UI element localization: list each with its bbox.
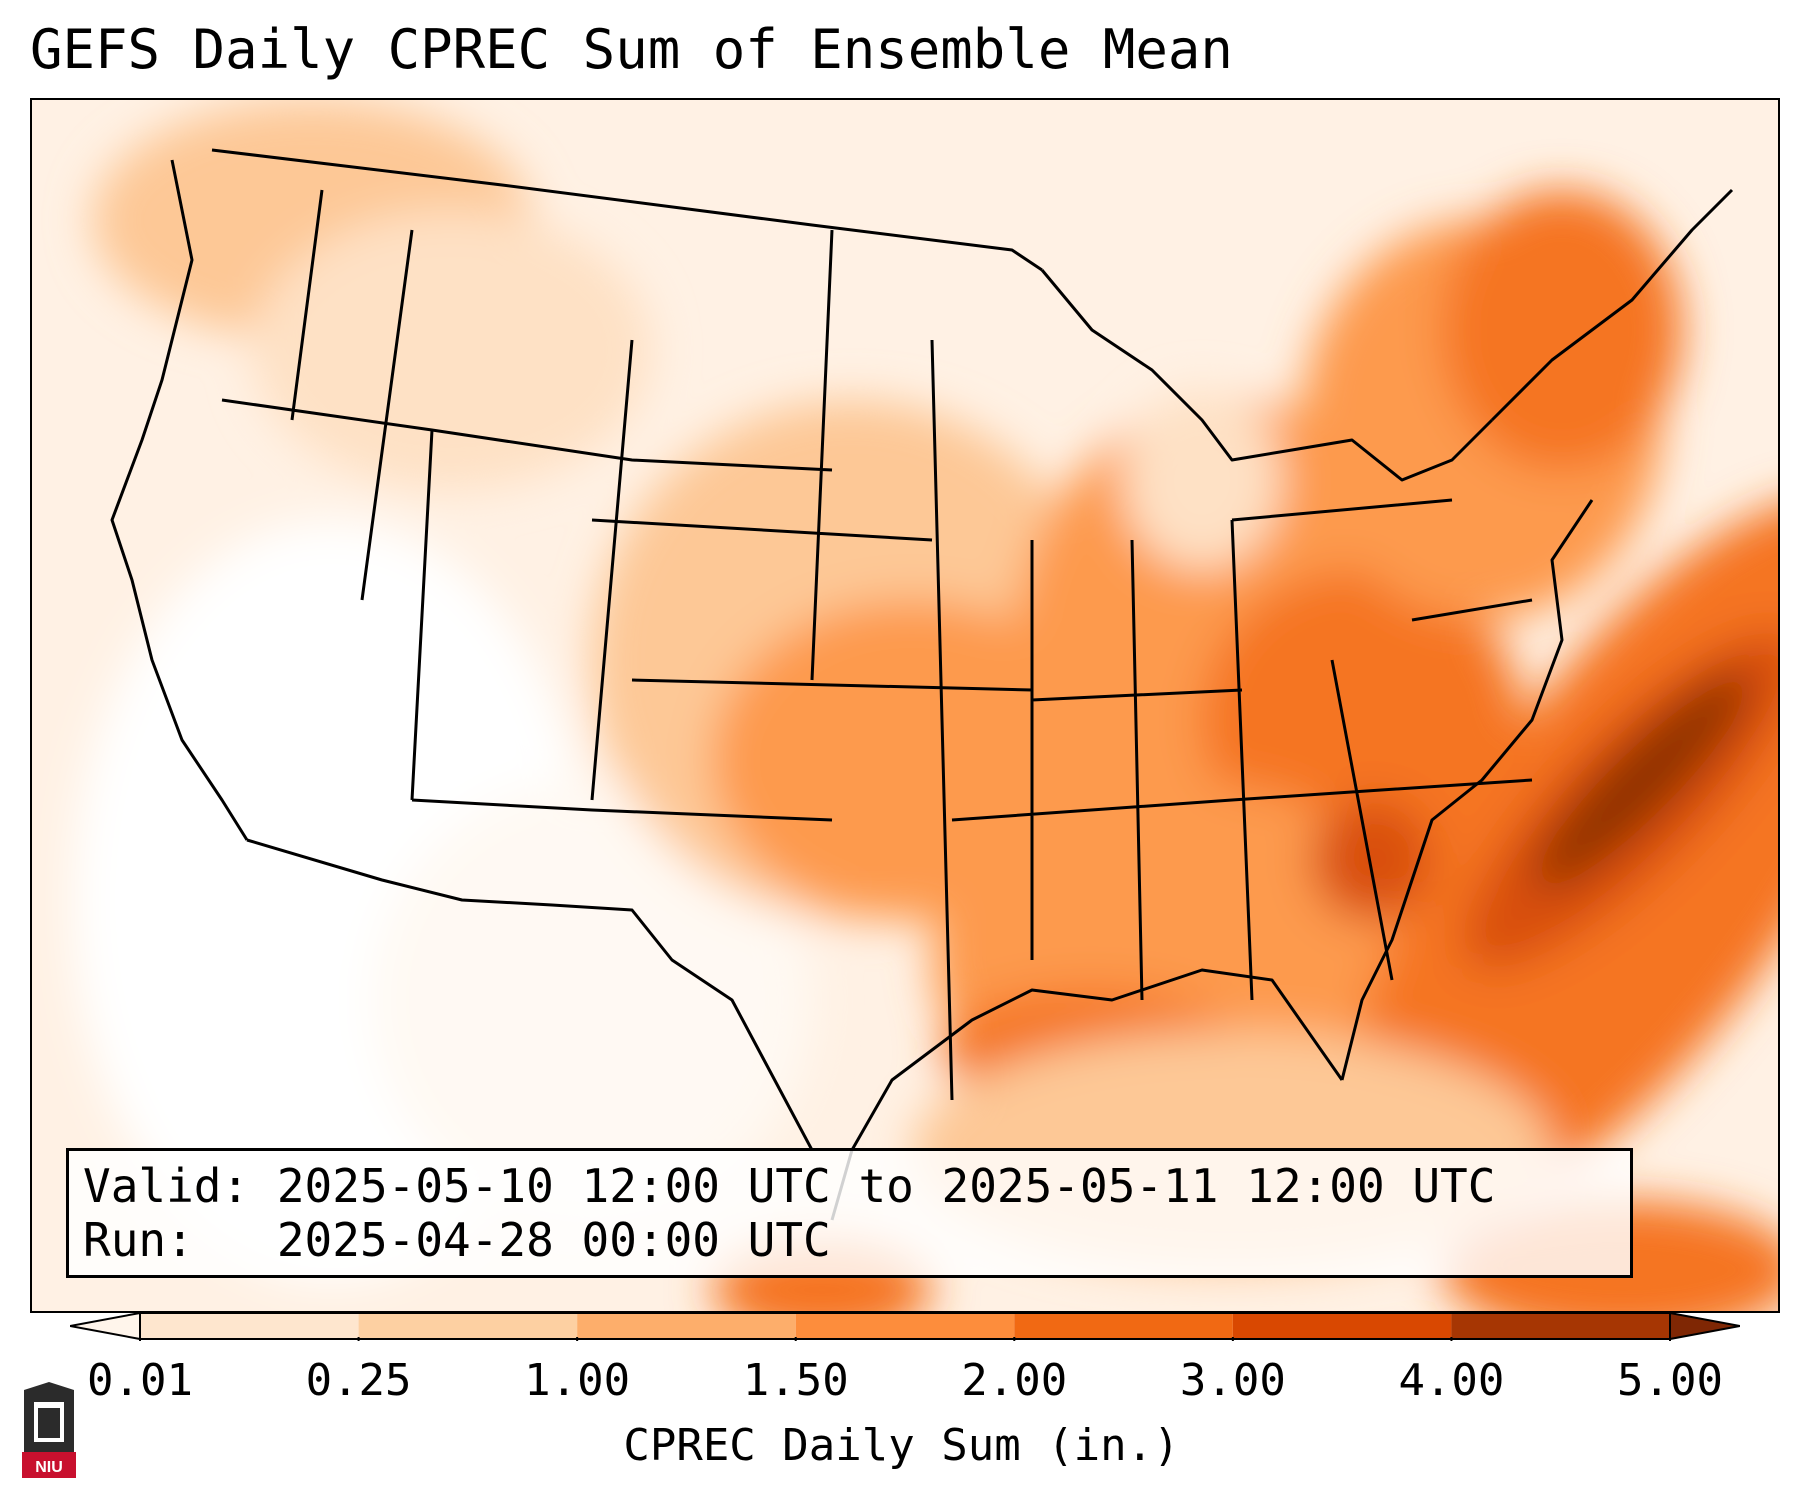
borders bbox=[110, 148, 1734, 1221]
valid-run-box: Valid: 2025-05-10 12:00 UTC to 2025-05-1… bbox=[66, 1148, 1633, 1278]
colorbar-tick-label: 1.00 bbox=[524, 1355, 631, 1406]
colorbar-segment bbox=[1014, 1313, 1233, 1339]
west-coast bbox=[110, 159, 249, 841]
colorbar-tick-label: 0.25 bbox=[305, 1355, 412, 1406]
colorbar-segment bbox=[140, 1313, 359, 1339]
colorbar-label: CPREC Daily Sum (in.) bbox=[623, 1420, 1180, 1471]
state-lines bbox=[221, 189, 1533, 1101]
valid-line: Valid: 2025-05-10 12:00 UTC to 2025-05-1… bbox=[83, 1159, 1496, 1213]
colorbar-tick-label: 5.00 bbox=[1617, 1355, 1723, 1406]
colorbar-segment bbox=[1451, 1313, 1670, 1339]
mexico-border bbox=[246, 838, 814, 1151]
northeast-coast bbox=[1490, 188, 1734, 422]
niu-logo: NIU bbox=[22, 1382, 76, 1478]
precip-patch-lake-michigan bbox=[1122, 390, 1282, 570]
precip-map bbox=[30, 98, 1780, 1313]
logo-text: NIU bbox=[35, 1459, 63, 1476]
colorbar-extend-high bbox=[1669, 1311, 1740, 1341]
colorbar-tick-label: 4.00 bbox=[1398, 1355, 1505, 1406]
colorbar-tick-label: 1.50 bbox=[742, 1355, 849, 1406]
colorbar-tick-label: 3.00 bbox=[1179, 1355, 1286, 1406]
east-coast bbox=[1340, 499, 1594, 1081]
precip-patch-southwest-dry bbox=[372, 780, 812, 1220]
canada-border bbox=[211, 148, 1043, 272]
colorbar-segment bbox=[358, 1313, 578, 1339]
colorbar bbox=[70, 1311, 1740, 1341]
logo-band bbox=[22, 1452, 76, 1478]
run-line: Run: 2025-04-28 00:00 UTC bbox=[83, 1213, 831, 1267]
precip-patch-northrockies bbox=[252, 210, 652, 490]
precip-patch-georgia bbox=[1312, 800, 1432, 920]
great-lakes bbox=[1040, 269, 1494, 482]
precip-field bbox=[72, 100, 1778, 1311]
colorbar-segment bbox=[795, 1313, 1015, 1339]
colorbar-segment bbox=[577, 1313, 796, 1339]
precip-patch-atlantic-max bbox=[1533, 671, 1751, 889]
colorbar-tick-label: 2.00 bbox=[961, 1355, 1068, 1406]
colorbar-extend-low bbox=[70, 1311, 141, 1341]
precip-patch-quebec bbox=[1442, 190, 1682, 470]
map-title: GEFS Daily CPREC Sum of Ensemble Mean bbox=[30, 18, 1233, 81]
colorbar-segment bbox=[1232, 1313, 1452, 1339]
colorbar-tick-label: 0.01 bbox=[87, 1355, 193, 1406]
colorbar-ticks: 0.01 0.25 1.00 1.50 2.00 3.00 4.00 5.00 bbox=[0, 1355, 1803, 1415]
gulf-coast bbox=[830, 968, 1344, 1221]
colorbar-frame bbox=[139, 1312, 1671, 1340]
precip-patch-ohio bbox=[1202, 570, 1522, 870]
